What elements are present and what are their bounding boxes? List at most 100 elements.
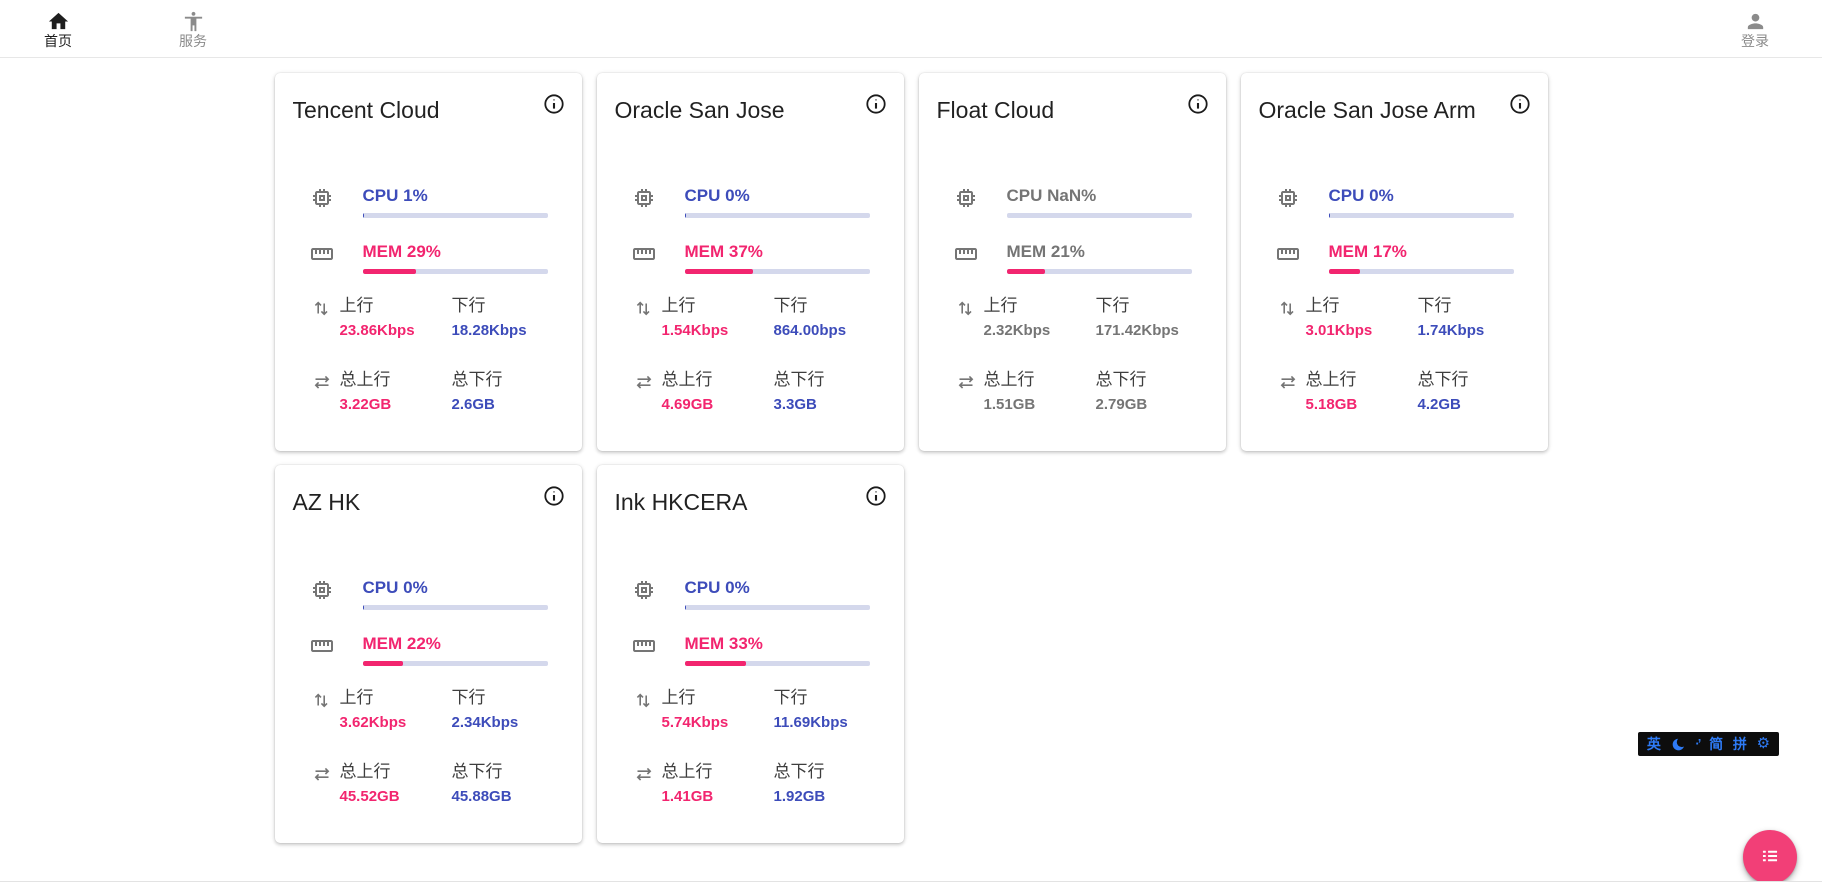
- mem-bar-fill: [684, 269, 753, 274]
- mem-bar-fill: [362, 269, 417, 274]
- nav-item-label: 服务: [179, 33, 207, 49]
- mem-usage-label: MEM 33%: [684, 634, 763, 653]
- info-button[interactable]: [541, 484, 567, 510]
- info-icon: [864, 486, 888, 511]
- total-download-value: 45.88GB: [451, 788, 512, 805]
- gear-icon[interactable]: ⚙: [1756, 735, 1771, 752]
- cpu-chip-icon: [937, 185, 1007, 218]
- upload-label: 上行: [983, 296, 1018, 315]
- mem-bar-fill: [1328, 269, 1360, 274]
- mem-bar-fill: [362, 661, 404, 666]
- swap-horizontal-icon: [937, 369, 984, 414]
- total-download-value: 1.92GB: [773, 788, 826, 805]
- download-label: 下行: [773, 296, 808, 315]
- total-download-label: 总下行: [1417, 370, 1469, 389]
- mem-usage-label: MEM 29%: [362, 242, 441, 261]
- swap-horizontal-icon: [293, 761, 340, 806]
- nav-item-home[interactable]: 首页: [22, 7, 94, 50]
- cpu-bar-fill: [684, 605, 687, 610]
- mem-usage-label: MEM 21%: [1006, 242, 1085, 261]
- total-upload-label: 总上行: [1305, 370, 1357, 389]
- total-upload-label: 总上行: [661, 762, 713, 781]
- cpu-usage-label: CPU 1%: [362, 186, 428, 205]
- server-card: Float Cloud CPU NaN%: [918, 73, 1226, 451]
- cpu-usage-label: CPU 0%: [362, 578, 428, 597]
- info-button[interactable]: [541, 92, 567, 118]
- server-stats: CPU 1% MEM 29%: [293, 185, 564, 414]
- server-name: Ink HKCERA: [614, 489, 748, 515]
- mem-progress-bar: [684, 269, 870, 274]
- cpu-chip-icon: [1259, 185, 1329, 218]
- nav-item-login[interactable]: 登录: [1719, 7, 1791, 50]
- ime-simplified-toggle[interactable]: 简: [1709, 736, 1724, 752]
- mem-progress-bar: [362, 269, 548, 274]
- mem-usage-label: MEM 17%: [1328, 242, 1407, 261]
- swap-horizontal-icon: [1259, 369, 1306, 414]
- server-name: AZ HK: [292, 489, 361, 515]
- total-upload-label: 总上行: [339, 762, 391, 781]
- accessibility-icon: [182, 7, 205, 33]
- info-icon: [1186, 94, 1210, 119]
- info-button[interactable]: [1185, 92, 1211, 118]
- download-label: 下行: [773, 688, 808, 707]
- upload-label: 上行: [339, 688, 374, 707]
- upload-value: 2.32Kbps: [983, 322, 1051, 339]
- server-name: Oracle San Jose: [614, 97, 785, 123]
- memory-ruler-icon: [293, 241, 363, 274]
- server-list-fab[interactable]: [1743, 830, 1797, 884]
- total-upload-value: 45.52GB: [339, 788, 400, 805]
- total-upload-value: 1.51GB: [983, 396, 1036, 413]
- server-stats: CPU 0% MEM 33%: [615, 577, 886, 806]
- server-grid: Tencent Cloud CPU 1%: [274, 73, 1548, 843]
- list-icon: [1757, 843, 1783, 872]
- cpu-usage-label: CPU 0%: [684, 578, 750, 597]
- ime-language-toggle[interactable]: 英: [1646, 736, 1661, 752]
- info-button[interactable]: [1507, 92, 1533, 118]
- cpu-bar-fill: [362, 213, 365, 218]
- mem-bar-fill: [1006, 269, 1046, 274]
- server-stats: CPU 0% MEM 37%: [615, 185, 886, 414]
- cpu-chip-icon: [293, 185, 363, 218]
- swap-horizontal-icon: [615, 369, 662, 414]
- cpu-bar-fill: [684, 213, 687, 218]
- cpu-chip-icon: [615, 577, 685, 610]
- punctuation-icon[interactable]: ·’: [1695, 736, 1701, 751]
- info-icon: [1508, 94, 1532, 119]
- up-down-arrows-icon: [937, 295, 984, 340]
- total-upload-value: 4.69GB: [661, 396, 714, 413]
- cpu-progress-bar: [362, 605, 548, 610]
- download-value: 171.42Kbps: [1095, 322, 1179, 339]
- mem-bar-fill: [684, 661, 746, 666]
- ime-pinyin-toggle[interactable]: 拼: [1732, 736, 1747, 752]
- nav-item-label: 登录: [1741, 33, 1769, 49]
- up-down-arrows-icon: [615, 295, 662, 340]
- cpu-progress-bar: [1006, 213, 1192, 218]
- cpu-chip-icon: [615, 185, 685, 218]
- download-value: 18.28Kbps: [451, 322, 527, 339]
- server-card: Tencent Cloud CPU 1%: [274, 73, 582, 451]
- server-stats: CPU 0% MEM 17%: [1259, 185, 1530, 414]
- total-upload-value: 3.22GB: [339, 396, 392, 413]
- upload-label: 上行: [661, 296, 696, 315]
- info-icon: [864, 94, 888, 119]
- up-down-arrows-icon: [293, 687, 340, 732]
- upload-value: 3.62Kbps: [339, 714, 407, 731]
- swap-horizontal-icon: [615, 761, 662, 806]
- mem-progress-bar: [362, 661, 548, 666]
- cpu-usage-label: CPU 0%: [1328, 186, 1394, 205]
- ime-toolbar: 英 ·’ 简 拼 ⚙: [1638, 732, 1779, 756]
- cpu-progress-bar: [1328, 213, 1514, 218]
- info-button[interactable]: [863, 92, 889, 118]
- person-icon: [1744, 7, 1767, 33]
- server-name: Tencent Cloud: [292, 97, 440, 123]
- cpu-progress-bar: [684, 213, 870, 218]
- server-name: Float Cloud: [936, 97, 1055, 123]
- download-value: 864.00bps: [773, 322, 847, 339]
- nav-item-services[interactable]: 服务: [157, 7, 229, 50]
- info-button[interactable]: [863, 484, 889, 510]
- moon-icon[interactable]: [1671, 736, 1686, 752]
- info-icon: [542, 486, 566, 511]
- cpu-progress-bar: [684, 605, 870, 610]
- mem-progress-bar: [1006, 269, 1192, 274]
- total-download-value: 2.79GB: [1095, 396, 1148, 413]
